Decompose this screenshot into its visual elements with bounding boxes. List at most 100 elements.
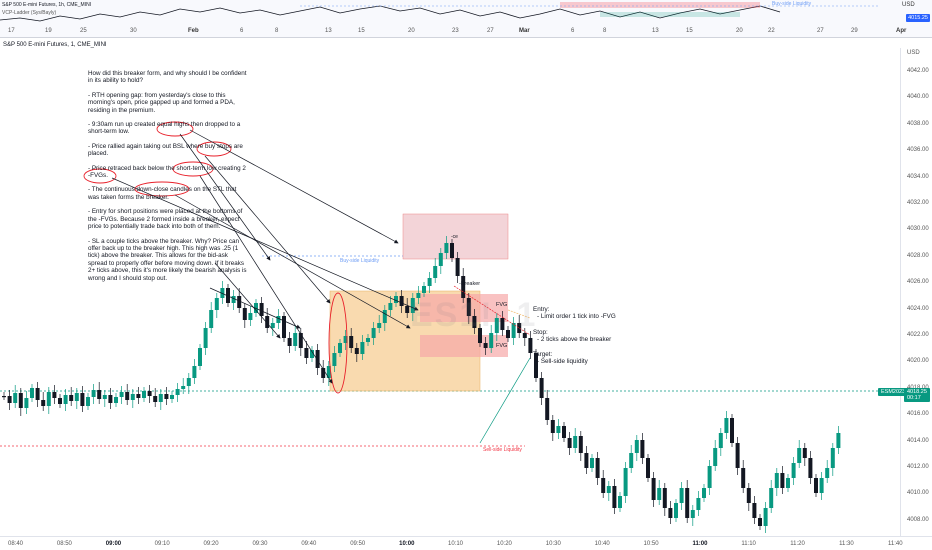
candle-body [528,338,533,353]
overview-time-label: 20 [408,28,415,34]
candlestick-chart[interactable] [0,48,900,536]
time-axis-label: 08:40 [8,541,24,547]
candle-body [226,288,230,303]
arrow-equal-highs [189,129,399,244]
candle-body [746,488,751,503]
candle-body [629,453,634,468]
price-axis-label: 4020.00 [907,358,929,365]
candle-body [550,420,555,433]
candle-body [797,448,802,463]
candle-body [186,378,191,386]
candle-body [80,393,85,406]
price-axis-currency: USD [907,50,920,56]
candle-body [461,276,466,298]
candle-body [276,316,281,323]
overview-time-label: 23 [452,28,459,34]
fvg-zone-1 [420,294,508,322]
candle-body [500,318,505,330]
overview-last-price-tag: 4015.25 [906,14,930,22]
price-axis-label: 4010.00 [907,490,929,497]
candle-body [562,426,566,438]
overview-time-label: 8 [603,28,607,34]
candle-body [315,350,320,368]
entry-title: Entry: [533,306,550,313]
ssl-label: Sell-side Liquidity [483,447,522,453]
price-axis[interactable]: USD 4042.00 4040.00 4038.00 4036.00 4034.00 40… [900,48,932,536]
candle-body [522,333,527,338]
overview-time-label: 8 [275,28,279,34]
time-axis-label: 09:30 [252,541,268,547]
overview-time-label: 22 [768,28,775,34]
main-chart-pane[interactable]: ES1!, 1 -ce Buy-side Liquidity Sell-side… [0,48,900,536]
time-axis-label: 09:50 [350,541,366,547]
symbol-watermark: ES1!, 1 [410,296,538,334]
candle-body [382,310,387,323]
time-axis[interactable]: 08:40 08:50 09:00 09:10 09:20 09:30 09:40 09:50… [0,536,932,550]
overview-bsl-label: Buy-side Liquidity [772,1,812,7]
ce-label: -ce [451,234,458,240]
note-paragraph: - Entry for short positions were placed … [88,208,243,231]
candle-body [136,394,141,398]
time-axis-label: 11:40 [888,541,903,547]
time-axis-label: 09:00 [105,541,122,547]
candle-body [220,288,225,298]
candle-body [58,398,62,404]
candle-body [646,458,650,478]
candle-body [606,486,611,493]
overview-time-label: 13 [652,28,659,34]
price-axis-label: 4030.00 [907,226,929,233]
overview-strip: Buy-side Liquidity S&P 500 E-mini Future… [0,0,932,38]
highlight-fvgs [83,168,117,184]
highlight-buy-stops [196,141,232,157]
candle-body [674,503,678,518]
time-axis-label: 10:10 [448,541,464,547]
highlight-down-close [134,181,190,197]
stop-note: Stop: - 2 ticks above the breaker [533,329,611,343]
overview-time-label: Apr [896,28,907,34]
overview-time-label: Mar [519,28,530,34]
bar-countdown: 00:17 [907,395,921,401]
candle-body [86,397,90,406]
target-detail: - Sell-side liquidity [537,358,588,366]
overview-time-label: 13 [325,28,332,34]
note-paragraph: - SL a couple ticks above the breaker. W… [88,237,247,282]
candle-body [556,426,561,433]
candle-body [819,478,824,493]
overview-time-label: 15 [358,28,365,34]
candle-body [466,298,471,316]
candle-body [713,448,718,466]
time-axis-label: 10:40 [594,541,610,547]
candle-body [242,308,247,320]
candle-body [371,328,376,338]
candle-body [52,392,57,398]
candle-body [24,398,29,408]
overview-time-label: 19 [45,28,52,34]
candle-body [836,433,841,448]
price-axis-label: 4028.00 [907,252,929,259]
ce-zone [402,213,509,260]
last-price-tag: 4018.25 00:17 [904,388,930,402]
breaker-label: -Breaker [459,281,481,287]
time-axis-label: 11:10 [741,541,756,547]
price-axis-label: 4024.00 [907,305,929,312]
time-axis-label: 11:20 [790,541,805,547]
candle-body [18,393,23,408]
candle-body [102,395,107,399]
candle-body [438,253,443,266]
candle-body [595,458,600,478]
candle-body [618,496,622,508]
candle-body [388,303,393,310]
candle-body [735,443,740,468]
candle-body [668,508,673,518]
fvg-label-2: FVG [496,343,508,349]
price-axis-label: 4016.00 [907,411,929,418]
stop-detail: - 2 ticks above the breaker [537,336,612,344]
candle-body [814,478,818,493]
overview-price-axis: USD [900,0,932,28]
overview-time-label: 27 [817,28,824,34]
time-axis-label: 10:20 [496,541,512,547]
candle-body [248,313,253,320]
candle-body [35,388,40,400]
overview-time-label: 27 [487,28,494,34]
candle-body [175,389,180,395]
